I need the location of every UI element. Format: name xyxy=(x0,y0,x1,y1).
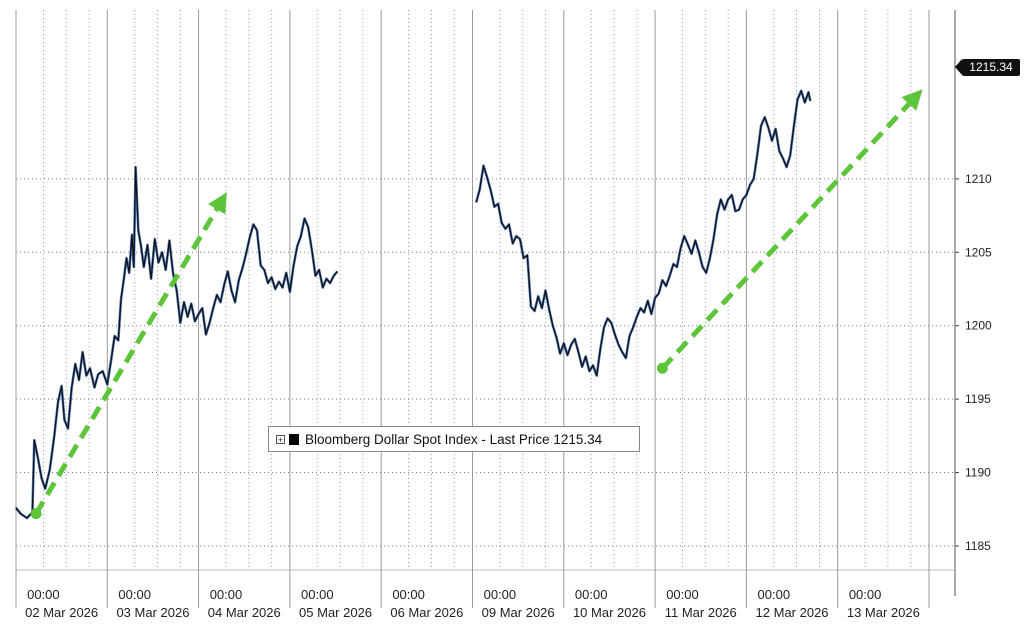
trend-arrow-shaft xyxy=(33,208,219,515)
trend-arrow-shaft xyxy=(660,102,911,370)
x-day-label: 13 Mar 2026 xyxy=(847,605,920,620)
trend-arrow-start-dot xyxy=(30,508,42,520)
y-tick-label: 1185 xyxy=(965,539,991,553)
x-day-label: 10 Mar 2026 xyxy=(573,605,646,620)
x-day-label: 05 Mar 2026 xyxy=(299,605,372,620)
x-time-label: 00:00 xyxy=(210,587,243,602)
x-time-label: 00:00 xyxy=(484,587,517,602)
x-time-label: 00:00 xyxy=(118,587,151,602)
x-time-label: 00:00 xyxy=(666,587,699,602)
x-time-label: 00:00 xyxy=(849,587,882,602)
x-day-label: 09 Mar 2026 xyxy=(482,605,555,620)
expand-icon[interactable]: + xyxy=(276,434,285,445)
x-day-label: 04 Mar 2026 xyxy=(208,605,281,620)
x-day-label: 12 Mar 2026 xyxy=(756,605,829,620)
trend-arrow-head xyxy=(901,89,923,111)
x-time-label: 00:00 xyxy=(301,587,334,602)
trend-arrow-head xyxy=(208,192,227,215)
legend: + Bloomberg Dollar Spot Index - Last Pri… xyxy=(268,426,640,452)
x-day-label: 06 Mar 2026 xyxy=(390,605,463,620)
x-day-label: 03 Mar 2026 xyxy=(116,605,189,620)
y-tick-label: 1210 xyxy=(965,172,992,186)
x-day-label: 11 Mar 2026 xyxy=(665,605,737,620)
x-time-label: 00:00 xyxy=(758,587,791,602)
legend-swatch xyxy=(289,433,299,445)
series-line xyxy=(475,90,811,377)
x-time-label: 00:00 xyxy=(392,587,425,602)
y-tick-label: 1205 xyxy=(965,245,992,259)
y-tick-label: 1200 xyxy=(965,319,992,333)
last-price-tag: 1215.34 xyxy=(955,59,1020,76)
trend-arrow-start-dot xyxy=(656,362,668,374)
x-time-label: 00:00 xyxy=(27,587,60,602)
legend-label: Bloomberg Dollar Spot Index - Last Price… xyxy=(305,431,603,447)
x-time-label: 00:00 xyxy=(575,587,608,602)
y-tick-label: 1190 xyxy=(965,466,991,480)
x-day-label: 02 Mar 2026 xyxy=(25,605,98,620)
y-tick-label: 1195 xyxy=(965,392,991,406)
